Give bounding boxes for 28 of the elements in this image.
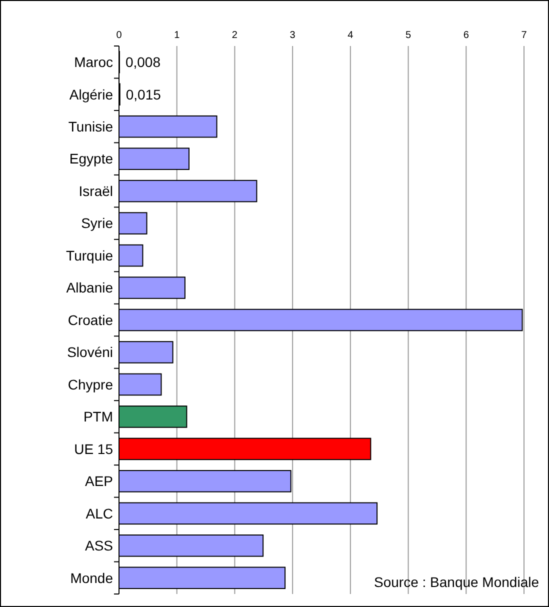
x-tick-label: 7 bbox=[521, 30, 528, 41]
y-tick-label: Chypre bbox=[68, 376, 114, 392]
x-tick-label: 0 bbox=[116, 30, 122, 41]
y-tick-label: Turquie bbox=[66, 247, 114, 264]
x-tick-label: 6 bbox=[463, 30, 470, 41]
y-tick-label: PTM bbox=[83, 408, 113, 425]
y-tick-label: Maroc bbox=[74, 54, 113, 70]
x-tick-label: 2 bbox=[232, 30, 238, 41]
x-tick-label: 1 bbox=[174, 30, 180, 41]
y-tick-label: Syrie bbox=[81, 215, 114, 232]
x-tick-label: 5 bbox=[406, 30, 412, 41]
x-tick-label: 4 bbox=[348, 30, 354, 41]
y-tick-label: Egypte bbox=[69, 150, 114, 167]
y-tick-label: Croatie bbox=[68, 312, 114, 328]
y-tick-label: Israël bbox=[78, 182, 113, 199]
y-tick-label: ALC bbox=[86, 505, 113, 522]
annotation: Source : Banque Mondiale bbox=[374, 574, 540, 590]
y-tick-label: AEP bbox=[84, 473, 113, 490]
y-tick-label: Algérie bbox=[69, 86, 114, 102]
data-label: 0,008 bbox=[125, 54, 161, 70]
y-tick-label: UE 15 bbox=[74, 440, 114, 457]
y-tick-label: Slovéni bbox=[67, 344, 113, 360]
x-tick-label: 3 bbox=[290, 30, 296, 41]
y-tick-label: ASS bbox=[84, 538, 113, 554]
y-tick-label: Tunisie bbox=[68, 118, 114, 134]
y-tick-label: Monde bbox=[70, 570, 114, 586]
y-tick-label: Albanie bbox=[66, 280, 114, 296]
data-label: 0,015 bbox=[126, 86, 162, 102]
